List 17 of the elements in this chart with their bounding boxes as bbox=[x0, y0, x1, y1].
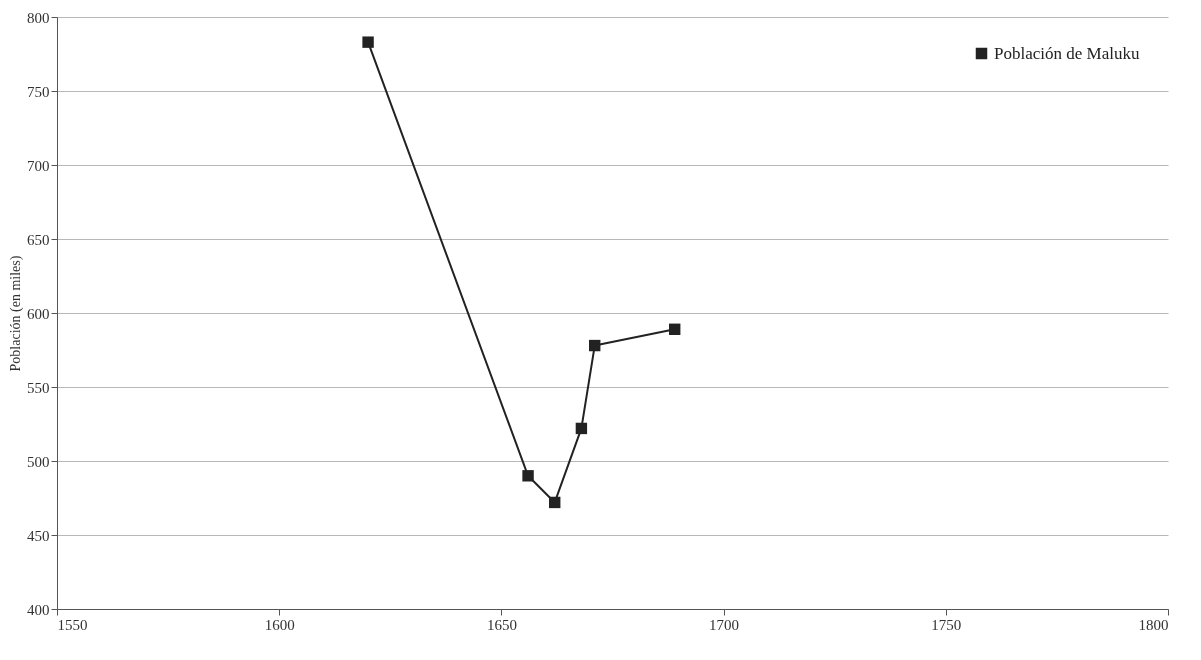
x-tick-label: 1650 bbox=[486, 616, 517, 633]
y-tick-label: 750 bbox=[27, 83, 50, 100]
y-axis-title: Población (en miles) bbox=[8, 255, 24, 372]
x-tick-label: 1750 bbox=[931, 616, 962, 633]
x-tick-label: 1550 bbox=[57, 616, 88, 633]
x-tick-label: 1700 bbox=[709, 616, 740, 633]
y-tick-label: 800 bbox=[27, 9, 50, 26]
y-tick-label: 400 bbox=[27, 601, 50, 618]
y-tick-label: 450 bbox=[27, 527, 50, 544]
y-tick-label: 650 bbox=[27, 231, 50, 248]
x-tick-label: 1600 bbox=[264, 616, 295, 633]
x-tick-label: 1800 bbox=[1138, 616, 1169, 633]
legend-label: Población de Maluku bbox=[994, 43, 1140, 63]
y-tick-label: 700 bbox=[27, 157, 50, 174]
y-tick-label: 550 bbox=[27, 379, 50, 396]
y-tick-label: 500 bbox=[27, 453, 50, 470]
y-tick-label: 600 bbox=[27, 305, 50, 322]
